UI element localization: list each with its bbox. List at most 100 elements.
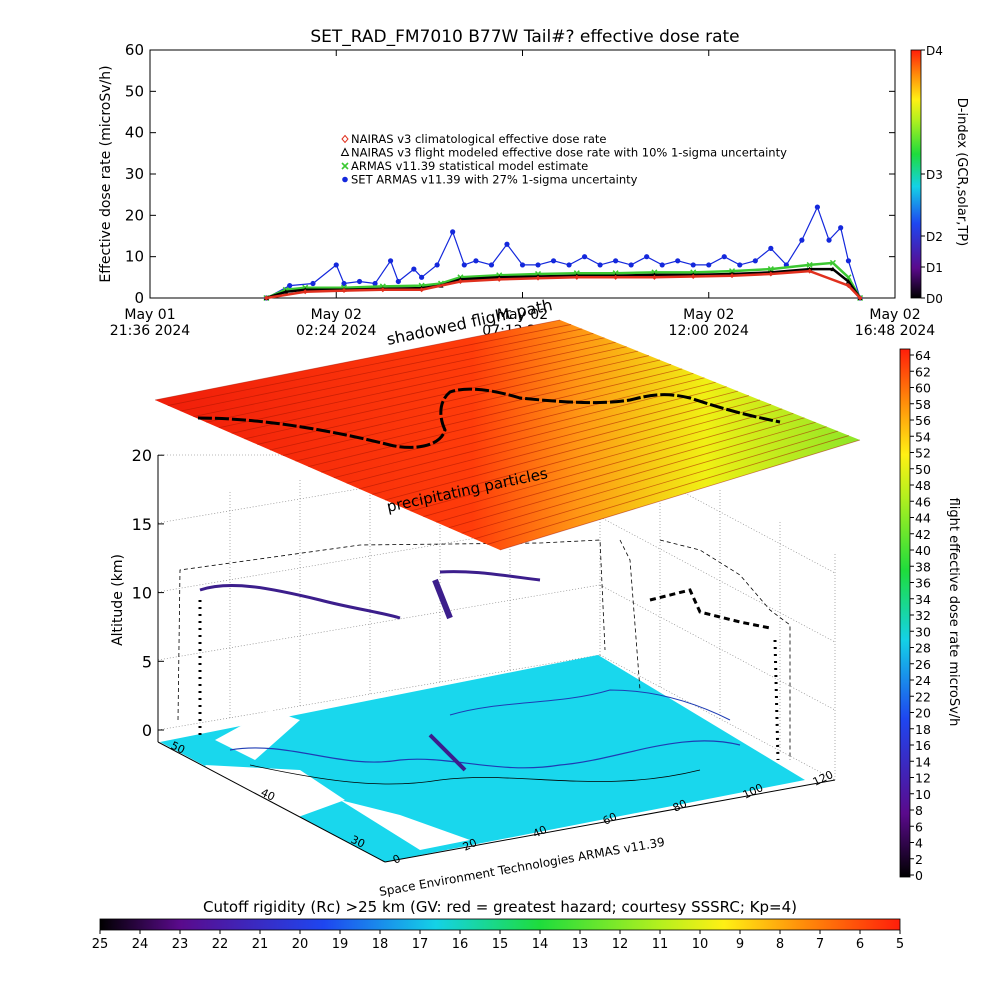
dose-colorbar-tick-label: 20 — [915, 706, 931, 721]
legend-marker — [342, 176, 348, 183]
nairas-climatological-point — [845, 283, 851, 289]
rc-tick-label: 14 — [532, 937, 549, 952]
particle-plane — [155, 320, 860, 550]
dose-colorbar-tick-label: 58 — [915, 397, 931, 412]
dose-x-tick-date: May 02 — [869, 307, 920, 323]
set-armas-point — [450, 229, 456, 235]
dose-colorbar-tick-label: 56 — [915, 413, 931, 428]
d-index-label: D-index (GCR,solar,TP) — [954, 98, 969, 246]
borders — [249, 764, 701, 785]
rc-tick-label: 8 — [776, 937, 784, 952]
dose-y-tick-label: 10 — [125, 248, 144, 266]
d-index-colorbar — [910, 49, 922, 299]
particle-plane-line — [487, 435, 850, 545]
lon-tick-label: 60 — [601, 810, 619, 828]
legend-marker — [340, 147, 350, 156]
dose-x-tick-time: 16:48 2024 — [855, 323, 936, 339]
dose-rate-panel: SET_RAD_FM7010 B77W Tail#? effective dos… — [98, 27, 969, 339]
ground-land-white-3 — [340, 800, 470, 850]
nairas-climatological-point — [768, 271, 774, 277]
dose-colorbar-tick-label: 50 — [915, 462, 931, 477]
dose-x-tick-date: May 02 — [683, 307, 734, 323]
ground-track — [428, 733, 467, 772]
set-armas-point — [613, 258, 619, 264]
dose-colorbar-tick-label: 62 — [915, 364, 931, 379]
rc-tick-label: 22 — [212, 937, 229, 952]
particle-plane-line — [154, 319, 561, 401]
dose-series-line — [265, 261, 862, 300]
lat-tick-label: 30 — [349, 833, 367, 851]
ground-land-white — [215, 710, 300, 760]
dose-colorbar-tick-label: 38 — [915, 559, 931, 574]
dose-colorbar-tick-label: 6 — [915, 819, 923, 834]
rc-tick-label: 23 — [172, 937, 189, 952]
altitude-ticks: 0 5 10 15 20 — [132, 446, 164, 740]
dose-series-group — [263, 204, 864, 302]
d-index-tick-label: D1 — [926, 261, 943, 275]
set-armas-point — [434, 262, 440, 268]
set-armas-point — [814, 204, 820, 210]
nairas-climatological-point — [341, 288, 347, 294]
particle-plane-line — [180, 328, 583, 412]
lon-tick-label: 20 — [461, 836, 479, 854]
rc-tick-label: 21 — [252, 937, 269, 952]
particle-plane-line — [423, 412, 794, 518]
rc-tick-label: 18 — [372, 937, 389, 952]
ground-land-white-2 — [205, 765, 345, 820]
particle-plane-line — [321, 377, 705, 473]
dose-y-tick-label: 30 — [125, 165, 144, 183]
nairas-flight-point — [830, 266, 836, 272]
set-armas-point — [461, 262, 467, 268]
dose-colorbar-tick-label: 26 — [915, 657, 931, 672]
alt-tick-label: 5 — [142, 652, 152, 671]
particle-plane-line — [474, 430, 838, 540]
coastline-2 — [449, 689, 731, 721]
legend-entry: SET ARMAS v11.39 with 27% 1-sigma uncert… — [351, 173, 638, 187]
set-armas-point — [838, 225, 844, 231]
set-armas-point — [411, 266, 417, 272]
nairas-climatological-point — [535, 275, 541, 281]
particle-plane-line — [193, 332, 594, 418]
dose-colorbar-tick-label: 36 — [915, 576, 931, 591]
dose-y-tick-label: 60 — [125, 41, 144, 59]
nairas-climatological-point — [457, 278, 463, 284]
particle-plane-line — [244, 350, 638, 440]
dose-colorbar-tick-label: 54 — [915, 429, 931, 444]
set-armas-point — [597, 262, 603, 268]
dose-colorbar-tick-label: 48 — [915, 478, 931, 493]
set-armas-point — [310, 280, 316, 287]
dose-colorbar — [899, 348, 911, 878]
dose-x-tick-time: 12:00 2024 — [669, 323, 750, 339]
dose-y-tick-label: 40 — [125, 124, 144, 142]
rc-tick-label: 5 — [896, 937, 904, 952]
set-armas-point — [721, 254, 727, 260]
alt-tick-label: 15 — [132, 515, 152, 534]
lat-axis-line — [157, 741, 386, 863]
dose-colorbar-tick-label: 60 — [915, 381, 931, 396]
ground-map — [160, 655, 805, 862]
lon-tick-label: 120 — [811, 768, 836, 789]
dose-y-tick-label: 0 — [134, 289, 144, 307]
d-index-tick-label: D4 — [926, 44, 943, 58]
lon-tick-label: 80 — [671, 797, 689, 815]
particle-plane-line — [372, 395, 749, 495]
rc-tick-label: 15 — [492, 937, 509, 952]
alt-tick-label: 0 — [142, 721, 152, 740]
dose-x-tick-time: 21:36 2024 — [110, 323, 191, 339]
nairas-climatological-point — [302, 289, 308, 295]
dose-y-axis-label: Effective dose rate (microSv/h) — [98, 65, 114, 282]
flight-path-altitude — [198, 570, 780, 761]
dose-y-ticks: 0 10 20 30 40 50 60 — [125, 41, 895, 307]
alt-tick-label: 20 — [132, 446, 152, 465]
rc-tick-label: 25 — [92, 937, 109, 952]
dose-colorbar-tick-label: 42 — [915, 527, 931, 542]
armas-model-point — [767, 266, 774, 273]
rc-tick-label: 7 — [816, 937, 824, 952]
nairas-climatological-point — [690, 274, 696, 280]
set-armas-point — [644, 254, 650, 260]
armas-model-point — [829, 259, 836, 266]
dose-colorbar-tick-label: 4 — [915, 836, 923, 851]
dose-colorbar-tick-label: 12 — [915, 771, 931, 786]
